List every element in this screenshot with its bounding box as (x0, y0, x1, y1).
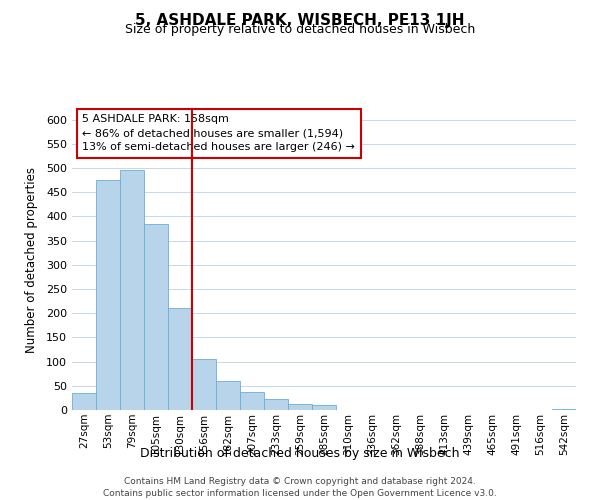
Bar (552, 409, 576, 410)
Y-axis label: Number of detached properties: Number of detached properties (25, 167, 38, 353)
Bar (240, 392, 264, 410)
Text: 5 ASHDALE PARK: 158sqm
← 86% of detached houses are smaller (1,594)
13% of semi-: 5 ASHDALE PARK: 158sqm ← 86% of detached… (82, 114, 355, 152)
Text: 5, ASHDALE PARK, WISBECH, PE13 1JH: 5, ASHDALE PARK, WISBECH, PE13 1JH (135, 12, 465, 28)
Bar (312, 405, 336, 410)
Bar (96, 180, 120, 410)
Text: Distribution of detached houses by size in Wisbech: Distribution of detached houses by size … (140, 448, 460, 460)
Bar (192, 359, 216, 410)
Bar (144, 224, 168, 410)
Text: Contains public sector information licensed under the Open Government Licence v3: Contains public sector information licen… (103, 489, 497, 498)
Bar (288, 404, 312, 410)
Text: Size of property relative to detached houses in Wisbech: Size of property relative to detached ho… (125, 22, 475, 36)
Bar (216, 381, 240, 410)
Text: Contains HM Land Registry data © Crown copyright and database right 2024.: Contains HM Land Registry data © Crown c… (124, 478, 476, 486)
Bar (72, 393, 96, 410)
Bar (120, 170, 144, 410)
Bar (168, 308, 192, 410)
Bar (264, 400, 288, 410)
